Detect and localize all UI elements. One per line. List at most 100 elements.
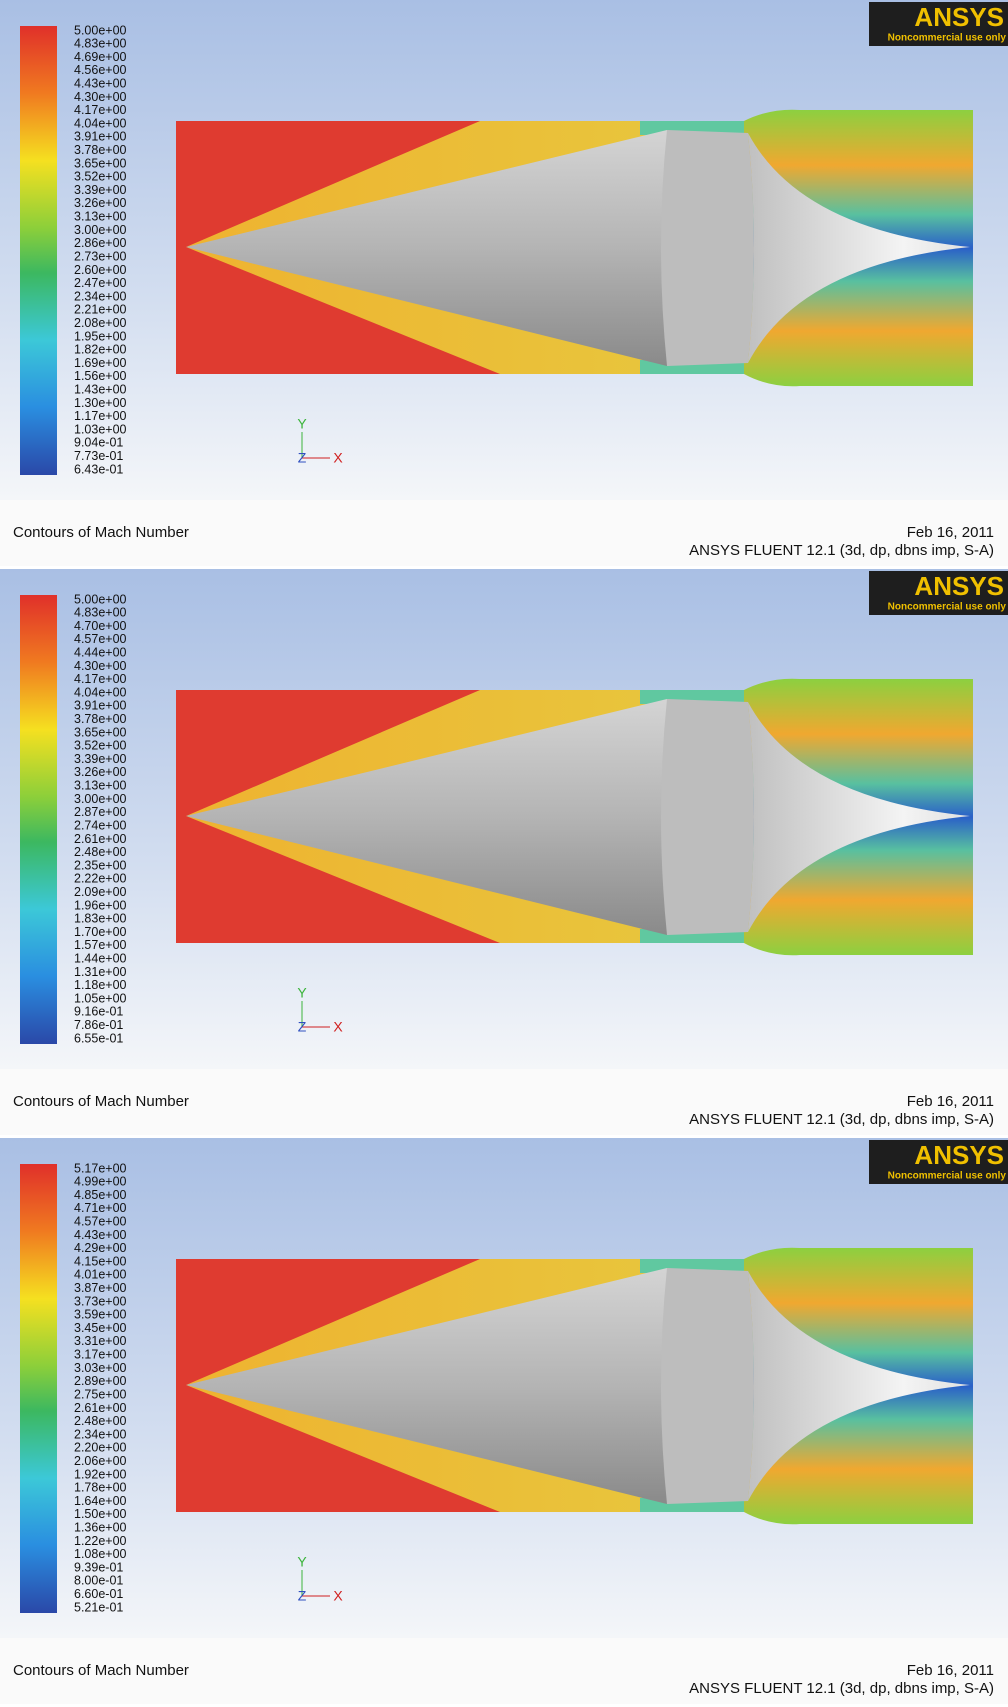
colorbar-label: 2.60e+00: [74, 263, 127, 277]
colorbar-label: 1.18e+00: [74, 978, 127, 992]
cylinder: [661, 1268, 754, 1504]
colorbar-label: 1.56e+00: [74, 369, 127, 383]
axis-x-label: X: [333, 450, 343, 466]
colorbar-label: 3.65e+00: [74, 725, 127, 739]
footer: [0, 1069, 1008, 1135]
colorbar-label: 1.44e+00: [74, 951, 127, 965]
boattail: [748, 702, 970, 932]
colorbar-label: 4.04e+00: [74, 685, 127, 699]
colorbar-label: 3.78e+00: [74, 712, 127, 726]
colorbar-label: 4.57e+00: [74, 1215, 127, 1229]
colorbar-label: 6.43e-01: [74, 462, 123, 476]
logo-text: ANSYS: [914, 571, 1004, 601]
colorbar-label: 6.55e-01: [74, 1031, 123, 1045]
colorbar-label: 1.96e+00: [74, 898, 127, 912]
colorbar-label: 3.39e+00: [74, 183, 127, 197]
colorbar-label: 2.22e+00: [74, 872, 127, 886]
colorbar-label: 3.65e+00: [74, 156, 127, 170]
colorbar-label: 4.70e+00: [74, 619, 127, 633]
date: Feb 16, 2011: [907, 524, 994, 541]
colorbar-label: 2.34e+00: [74, 289, 127, 303]
colorbar: [20, 1164, 57, 1613]
colorbar-label: 3.03e+00: [74, 1361, 127, 1375]
logo-box: [869, 2, 1008, 46]
solver-info: ANSYS FLUENT 12.1 (3d, dp, dbns imp, S-A…: [689, 1111, 994, 1128]
colorbar-label: 4.83e+00: [74, 37, 127, 51]
colorbar-label: 4.56e+00: [74, 63, 127, 77]
colorbar-label: 3.87e+00: [74, 1281, 127, 1295]
colorbar-label: 4.44e+00: [74, 646, 127, 660]
colorbar-label: 4.43e+00: [74, 1228, 127, 1242]
colorbar-label: 1.64e+00: [74, 1494, 127, 1508]
axis-z-label: Z: [298, 1019, 307, 1035]
colorbar-label: 2.48e+00: [74, 845, 127, 859]
colorbar-label: 1.82e+00: [74, 343, 127, 357]
colorbar-label: 2.73e+00: [74, 249, 127, 263]
colorbar-label: 7.86e-01: [74, 1018, 123, 1032]
colorbar-label: 1.95e+00: [74, 329, 127, 343]
footer: [0, 1638, 1008, 1704]
logo-text: ANSYS: [914, 1140, 1004, 1170]
colorbar-label: 4.29e+00: [74, 1241, 127, 1255]
logo-box: [869, 571, 1008, 615]
colorbar-label: 3.13e+00: [74, 210, 127, 224]
colorbar-label: 4.83e+00: [74, 606, 127, 620]
colorbar-label: 1.70e+00: [74, 925, 127, 939]
colorbar-label: 1.57e+00: [74, 938, 127, 952]
colorbar-label: 5.17e+00: [74, 1161, 127, 1175]
boattail: [748, 1271, 970, 1501]
colorbar-label: 4.15e+00: [74, 1254, 127, 1268]
colorbar-label: 4.17e+00: [74, 672, 127, 686]
colorbar-label: 2.75e+00: [74, 1387, 127, 1401]
solver-info: ANSYS FLUENT 12.1 (3d, dp, dbns imp, S-A…: [689, 542, 994, 559]
logo-box: [869, 1140, 1008, 1184]
logo-text: ANSYS: [914, 2, 1004, 32]
colorbar-label: 2.89e+00: [74, 1374, 127, 1388]
colorbar-label: 1.50e+00: [74, 1507, 127, 1521]
colorbar-label: 2.08e+00: [74, 316, 127, 330]
logo-note: Noncommercial use only: [888, 1171, 1007, 1182]
colorbar-label: 2.61e+00: [74, 832, 127, 846]
colorbar-label: 1.36e+00: [74, 1520, 127, 1534]
colorbar-label: 5.00e+00: [74, 23, 127, 37]
colorbar: [20, 595, 57, 1044]
colorbar-label: 4.99e+00: [74, 1175, 127, 1189]
date: Feb 16, 2011: [907, 1093, 994, 1110]
colorbar-label: 1.83e+00: [74, 912, 127, 926]
colorbar-label: 3.91e+00: [74, 699, 127, 713]
colorbar-label: 1.03e+00: [74, 422, 127, 436]
colorbar-label: 1.08e+00: [74, 1547, 127, 1561]
axis-z-label: Z: [298, 450, 307, 466]
axis-y-label: Y: [297, 1554, 307, 1570]
colorbar-label: 3.26e+00: [74, 765, 127, 779]
colorbar-label: 1.17e+00: [74, 409, 127, 423]
colorbar-label: 3.26e+00: [74, 196, 127, 210]
cylinder: [661, 699, 754, 935]
colorbar-label: 7.73e-01: [74, 449, 123, 463]
colorbar-label: 3.59e+00: [74, 1308, 127, 1322]
colorbar-label: 4.85e+00: [74, 1188, 127, 1202]
caption: Contours of Mach Number: [13, 1093, 189, 1110]
colorbar-label: 4.30e+00: [74, 659, 127, 673]
colorbar-label: 5.21e-01: [74, 1600, 123, 1614]
colorbar-label: 2.09e+00: [74, 885, 127, 899]
axis-z-label: Z: [298, 1588, 307, 1604]
boattail: [748, 133, 970, 363]
colorbar-label: 3.31e+00: [74, 1334, 127, 1348]
axis-x-label: X: [333, 1588, 343, 1604]
colorbar-label: 3.17e+00: [74, 1348, 127, 1362]
axis-y-label: Y: [297, 416, 307, 432]
cylinder: [661, 130, 754, 366]
colorbar-label: 2.06e+00: [74, 1454, 127, 1468]
colorbar-label: 2.48e+00: [74, 1414, 127, 1428]
colorbar-label: 4.17e+00: [74, 103, 127, 117]
colorbar-label: 3.78e+00: [74, 143, 127, 157]
colorbar-label: 3.39e+00: [74, 752, 127, 766]
colorbar-label: 3.00e+00: [74, 792, 127, 806]
caption: Contours of Mach Number: [13, 1662, 189, 1679]
solver-info: ANSYS FLUENT 12.1 (3d, dp, dbns imp, S-A…: [689, 1680, 994, 1697]
